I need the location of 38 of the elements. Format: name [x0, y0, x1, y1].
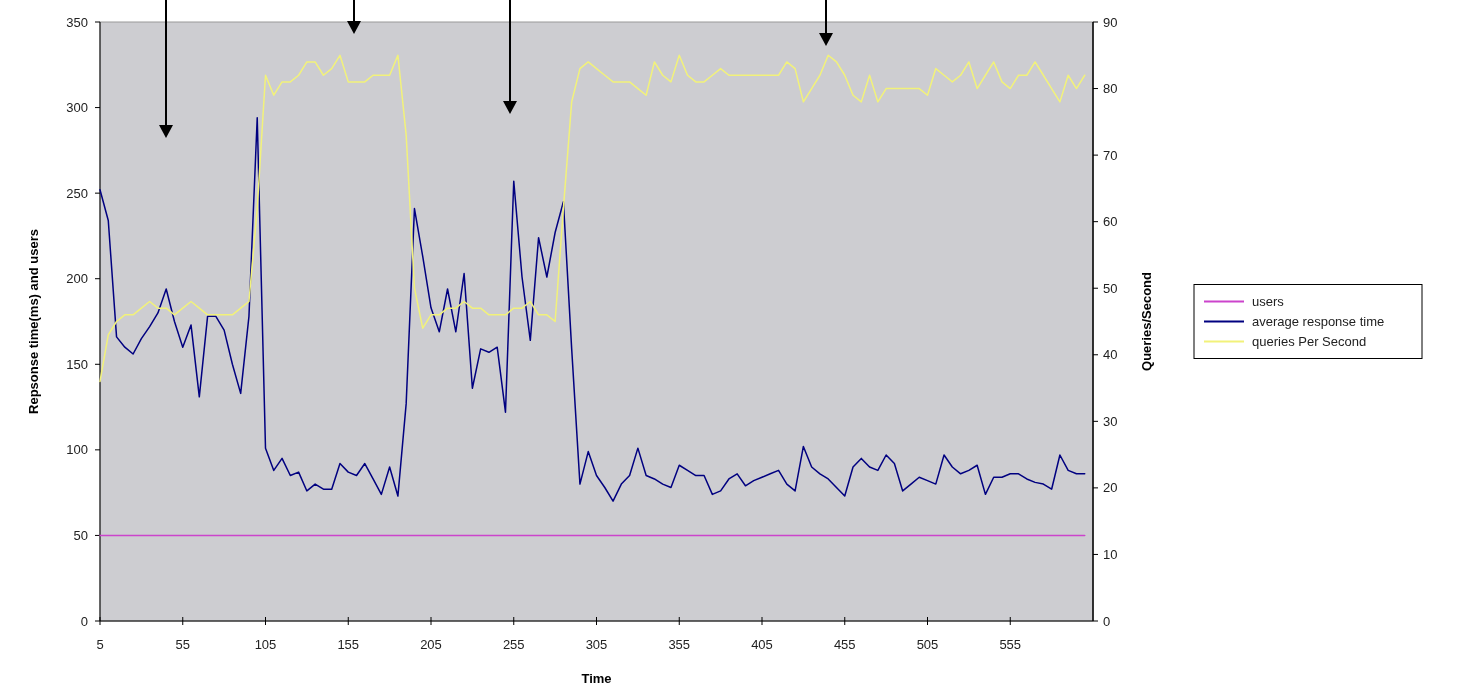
x-tick-label: 455 — [833, 637, 856, 652]
x-axis-title: Time — [581, 671, 612, 686]
y2-tick-label: 30 — [1103, 413, 1118, 429]
x-tick-label: 105 — [254, 637, 277, 652]
x-tick-label: 505 — [916, 637, 939, 652]
y2-tick-label: 40 — [1103, 347, 1118, 363]
y-tick-label: 300 — [66, 100, 88, 116]
y-tick-label: 250 — [66, 185, 88, 201]
y2-tick-label: 20 — [1103, 480, 1118, 496]
y2-tick-label: 80 — [1103, 81, 1118, 97]
line-series — [99, 117, 1086, 502]
y-axis-title: Repsonse time(ms) and users — [26, 229, 41, 414]
y-tick-label: 350 — [66, 14, 88, 30]
x-tick-label: 355 — [668, 637, 691, 652]
y2-tick-label: 0 — [1103, 613, 1111, 629]
legend-label: queries Per Second — [1252, 334, 1367, 350]
x-tick-label: 5 — [96, 637, 104, 652]
x-tick-label: 405 — [751, 637, 773, 652]
y2-axis-title: Queries/Second — [1139, 271, 1154, 371]
legend-label: average response time — [1252, 314, 1385, 330]
y2-tick-label: 90 — [1103, 14, 1118, 30]
y2-tick-label: 70 — [1103, 147, 1118, 163]
y2-tick-label: 50 — [1103, 280, 1118, 296]
y-tick-label: 50 — [73, 527, 88, 543]
line-series — [99, 54, 1086, 383]
x-tick-label: 305 — [585, 637, 608, 652]
x-tick-label: 205 — [420, 637, 442, 652]
y2-tick-label: 60 — [1103, 214, 1118, 230]
y2-tick-label: 10 — [1103, 546, 1118, 562]
y-tick-label: 150 — [66, 356, 88, 372]
legend-label: users — [1252, 294, 1285, 310]
x-tick-label: 555 — [999, 637, 1022, 652]
y-tick-label: 0 — [80, 613, 88, 629]
x-tick-label: 255 — [502, 637, 525, 652]
y-tick-label: 200 — [66, 271, 88, 287]
x-tick-label: 55 — [175, 637, 190, 652]
x-tick-label: 155 — [337, 637, 360, 652]
y-tick-label: 100 — [66, 442, 88, 458]
